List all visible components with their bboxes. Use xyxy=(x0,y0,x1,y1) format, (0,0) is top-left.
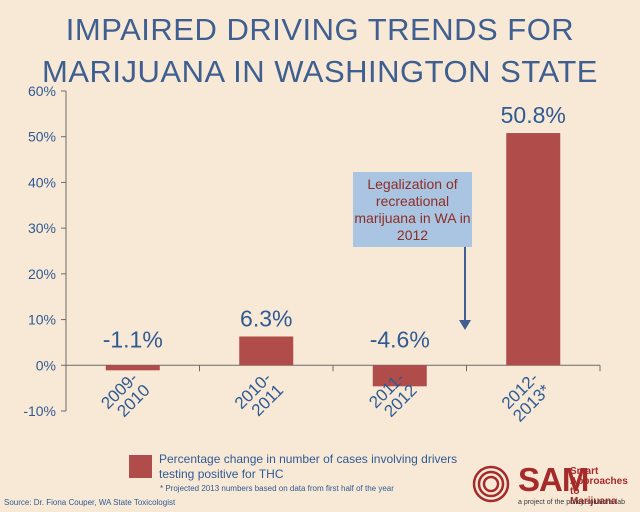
bar-2009-2010 xyxy=(105,365,160,371)
y-tick-label: 30% xyxy=(28,220,56,236)
callout-arrow xyxy=(459,247,471,330)
y-tick-label: 10% xyxy=(28,312,56,328)
category-label-text: 2010-2011 xyxy=(231,369,287,425)
legend-swatch xyxy=(129,455,152,478)
y-tick-label: -10% xyxy=(23,403,56,419)
data-label-2012-2013*: 50.8% xyxy=(501,102,566,128)
logo-wordmark: SAM xyxy=(518,461,589,498)
category-label-2010-2011: 2010-2011 xyxy=(231,369,287,425)
sam-logo: SAM Smart Approaches to Marijuana a proj… xyxy=(470,461,638,509)
y-tick-label: 0% xyxy=(36,357,56,373)
legend-label: Percentage change in number of cases inv… xyxy=(159,452,458,481)
y-tick-label: 50% xyxy=(28,129,56,145)
footnote: * Projected 2013 numbers based on data f… xyxy=(160,484,394,493)
category-labels: 2009-2010 2010-2011 2011-2012 2012-2013* xyxy=(97,368,554,426)
data-label-2010-2011: 6.3% xyxy=(240,305,292,331)
source-note: Source: Dr. Fiona Couper, WA State Toxic… xyxy=(4,498,176,507)
category-label-text: 2012-2013* xyxy=(497,368,554,425)
bar-2010-2011 xyxy=(239,336,294,366)
category-label-2012-2013*: 2012-2013* xyxy=(497,368,554,426)
data-label-2009-2010: -1.1% xyxy=(103,326,163,352)
data-labels: -1.1% 6.3% -4.6% 50.8% xyxy=(103,102,566,352)
logo-tagline-1: Smart xyxy=(570,466,599,477)
callout-arrow-head xyxy=(459,320,471,330)
logo-tagline: Smart Approaches to Marijuana xyxy=(570,467,638,507)
bar-2012-2013* xyxy=(506,133,561,366)
bar-2011-2012 xyxy=(372,365,427,387)
category-label-2009-2010: 2009-2010 xyxy=(97,369,153,425)
sam-rings-icon xyxy=(472,465,510,503)
y-tick-label: 40% xyxy=(28,174,56,190)
chart-title-line-1: IMPAIRED DRIVING TRENDS FOR xyxy=(65,12,575,47)
chart-title-line-2: MARIJUANA IN WASHINGTON STATE xyxy=(42,54,598,89)
y-tick-label: 20% xyxy=(28,266,56,282)
y-tick-label: 60% xyxy=(28,83,56,99)
legalization-callout: Legalization of recreational marijuana i… xyxy=(353,172,472,247)
data-label-2011-2012: -4.6% xyxy=(370,326,430,352)
bars xyxy=(105,133,561,387)
logo-tagline-2: Approaches to xyxy=(570,476,628,497)
category-label-text: 2009-2010 xyxy=(97,369,153,425)
logo-tagline-3: Marijuana xyxy=(570,496,617,507)
logo-subtitle: a project of the policy solutions lab xyxy=(518,499,626,506)
y-axis: -10% 0% 10% 20% 30% 40% 50% 60% xyxy=(23,83,601,419)
